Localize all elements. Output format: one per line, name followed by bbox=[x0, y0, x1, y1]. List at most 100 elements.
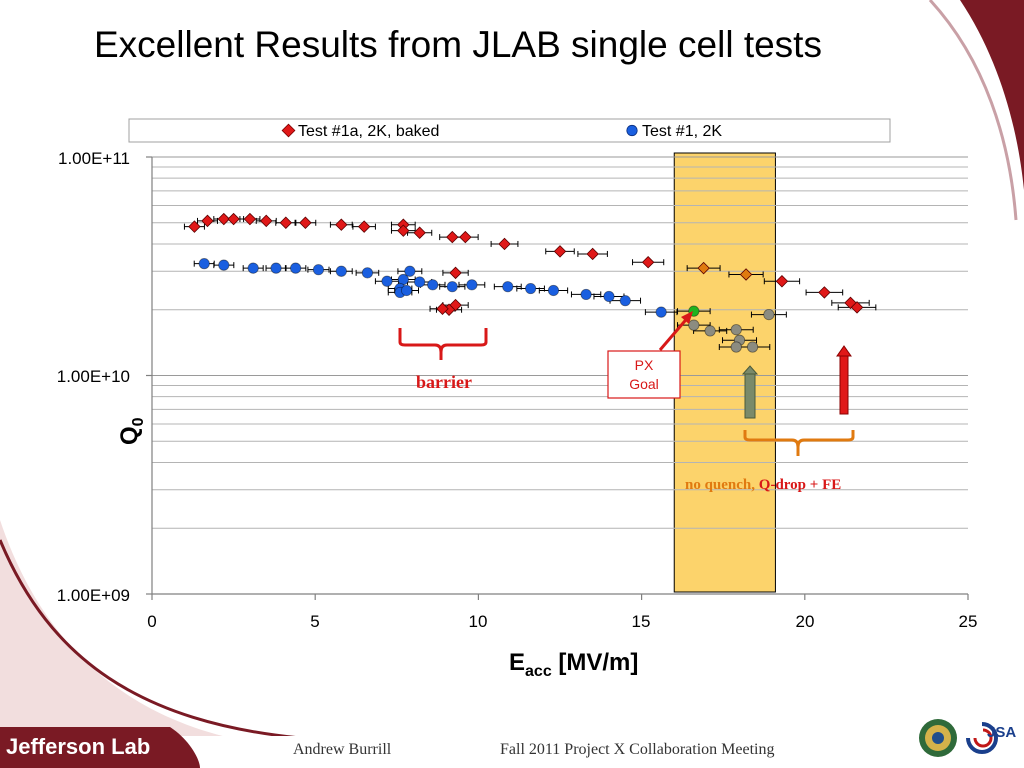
y-axis-title: Q0 bbox=[116, 417, 147, 445]
point-series0-5 bbox=[260, 214, 273, 228]
left-swoosh bbox=[0, 520, 240, 740]
footer-author: Andrew Burrill bbox=[293, 741, 392, 758]
top-right-swoosh bbox=[960, 0, 1024, 190]
y-tick-label-1e11: 1.00E+11 bbox=[58, 149, 130, 168]
point-series0-19 bbox=[775, 275, 789, 288]
point-series0-22 bbox=[850, 301, 864, 314]
x-tick-label-20: 20 bbox=[796, 612, 815, 631]
px-goal-arrow-line bbox=[658, 314, 692, 351]
point-series0-2 bbox=[217, 212, 231, 226]
point-series3-1 bbox=[704, 325, 716, 337]
point-series0-26 bbox=[436, 302, 449, 316]
jsa-text: JSA bbox=[987, 724, 1016, 741]
point-series2-0 bbox=[697, 261, 710, 275]
swoosh-accent bbox=[928, 0, 1018, 221]
point-series0-4 bbox=[243, 212, 257, 226]
quench-annotation: no quench, Q-drop + FE bbox=[685, 345, 855, 493]
point-series0-13 bbox=[446, 230, 459, 244]
point-series1-19 bbox=[603, 290, 615, 303]
legend-marker-test1a bbox=[281, 123, 296, 138]
point-series1-21 bbox=[655, 306, 667, 318]
point-series0-6 bbox=[279, 216, 293, 229]
point-series1-10 bbox=[404, 265, 416, 277]
legend-marker-test1 bbox=[626, 124, 638, 137]
chart-legend: Test #1a, 2K, baked Test #1, 2K bbox=[128, 118, 891, 143]
point-series3-2 bbox=[730, 324, 742, 336]
jsa-text-mark: JSA bbox=[987, 724, 1016, 741]
point-series1-7 bbox=[361, 267, 374, 279]
point-series1-11 bbox=[414, 276, 426, 288]
red-up-arrow-head bbox=[836, 345, 852, 357]
point-series3-5 bbox=[730, 341, 742, 353]
doe-seal bbox=[919, 719, 957, 757]
point-series0-9 bbox=[357, 220, 371, 233]
point-series0-14 bbox=[459, 230, 472, 244]
point-series0-16 bbox=[553, 245, 567, 258]
barrier-label: barrier bbox=[416, 372, 472, 392]
red-up-arrow-shaft bbox=[839, 355, 849, 415]
point-series1-5 bbox=[312, 264, 325, 276]
legend-label-test1a: Test #1a, 2K, baked bbox=[298, 123, 439, 140]
point-series1-18 bbox=[580, 288, 592, 301]
point-series3-4 bbox=[746, 341, 759, 353]
y-tick-label-1e10: 1.00E+10 bbox=[57, 367, 130, 386]
point-series1-4 bbox=[290, 262, 302, 274]
x-axis-title: Eacc [MV/m] bbox=[509, 649, 638, 680]
y-tick-labels: 1.00E+09 1.00E+10 1.00E+11 bbox=[57, 149, 130, 605]
footer-meeting: Fall 2011 Project X Collaboration Meetin… bbox=[500, 741, 775, 758]
legend-label-test1: Test #1, 2K bbox=[642, 123, 722, 140]
point-series0-23 bbox=[449, 266, 462, 280]
point-series0-3 bbox=[227, 212, 240, 226]
point-series0-15 bbox=[498, 237, 511, 251]
point-series3-6 bbox=[763, 308, 775, 321]
point-series1-6 bbox=[335, 265, 347, 277]
point-series0-18 bbox=[641, 255, 655, 269]
point-series1-12 bbox=[427, 279, 439, 291]
logo-bar bbox=[0, 727, 200, 768]
point-series1-24 bbox=[400, 284, 413, 297]
quench-bracket bbox=[743, 430, 855, 456]
x-tick-label-0: 0 bbox=[147, 612, 156, 631]
slide-title: Excellent Results from JLAB single cell … bbox=[94, 24, 822, 65]
px-goal-annotation: PX Goal bbox=[607, 311, 693, 399]
x-tick-labels: 0 5 10 15 20 25 bbox=[147, 612, 977, 631]
px-goal-box bbox=[607, 350, 681, 399]
point-series0-11 bbox=[397, 224, 410, 237]
point-series1-13 bbox=[446, 281, 458, 293]
point-series1-17 bbox=[547, 284, 560, 297]
jsa-logo bbox=[966, 722, 998, 754]
quench-label: no quench, Q-drop + FE bbox=[685, 477, 841, 493]
point-series3-0 bbox=[688, 319, 700, 331]
barrier-annotation: barrier bbox=[398, 328, 488, 392]
point-series0-17 bbox=[586, 247, 599, 261]
point-series1-15 bbox=[502, 281, 514, 293]
point-series0-8 bbox=[335, 218, 348, 231]
x-tick-label-25: 25 bbox=[959, 612, 978, 631]
point-series0-1 bbox=[201, 214, 214, 228]
point-series0-20 bbox=[818, 286, 831, 299]
px-goal-text-line2: Goal bbox=[629, 376, 659, 392]
swoosh-line bbox=[0, 539, 301, 740]
point-series0-0 bbox=[188, 220, 201, 233]
point-series1-2 bbox=[247, 262, 259, 274]
x-tick-label-5: 5 bbox=[310, 612, 319, 631]
point-series1-0 bbox=[198, 258, 210, 270]
point-series1-1 bbox=[218, 259, 230, 271]
y-tick-label-1e9: 1.00E+09 bbox=[57, 586, 130, 605]
jefferson-lab-logo: Jefferson Lab bbox=[6, 734, 151, 759]
point-series1-14 bbox=[466, 279, 478, 291]
px-goal-text-line1: PX bbox=[635, 357, 654, 373]
point-series2-1 bbox=[739, 268, 753, 281]
gray-up-arrow-shaft bbox=[744, 373, 756, 419]
barrier-bracket bbox=[398, 328, 488, 360]
point-series0-12 bbox=[413, 226, 426, 239]
legend-box bbox=[128, 118, 891, 143]
px-goal-band bbox=[673, 152, 776, 593]
x-tick-label-15: 15 bbox=[632, 612, 651, 631]
point-series1-20 bbox=[619, 295, 631, 307]
point-series0-7 bbox=[299, 216, 312, 229]
point-series1-16 bbox=[525, 282, 537, 295]
px-goal-arrowhead bbox=[681, 311, 693, 324]
